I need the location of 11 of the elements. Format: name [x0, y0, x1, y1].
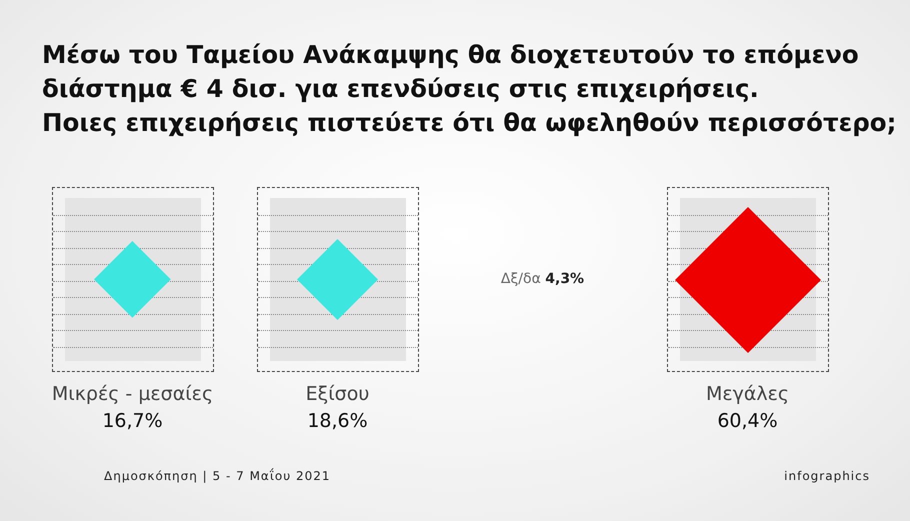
category-label: Εξίσου [306, 382, 370, 405]
category-label: Μικρές - μεσαίες [52, 382, 214, 405]
data-label: 60,4% [717, 410, 778, 432]
text: Μέσω του Ταμείου Ανάκαμψης θα διοχετευτούν το επόμενο διάστημα € 4 δισ. για επενδύσεις στις επιχειρήσεις. Ποιες επιχειρήσεις πιστεύετε ότι θα ωφεληθούν περισσότερο; [42, 39, 896, 139]
text: infographics [784, 469, 870, 483]
text: Δημοσκόπηση | 5 - 7 Μαΐου 2021 [104, 469, 331, 483]
category-label: Δξ/δα [500, 271, 546, 288]
data-label: 18,6% [307, 410, 368, 432]
category-label: Μεγάλες [706, 382, 790, 405]
data-label: 4,3% [545, 271, 584, 288]
data-label: 16,7% [102, 410, 163, 432]
